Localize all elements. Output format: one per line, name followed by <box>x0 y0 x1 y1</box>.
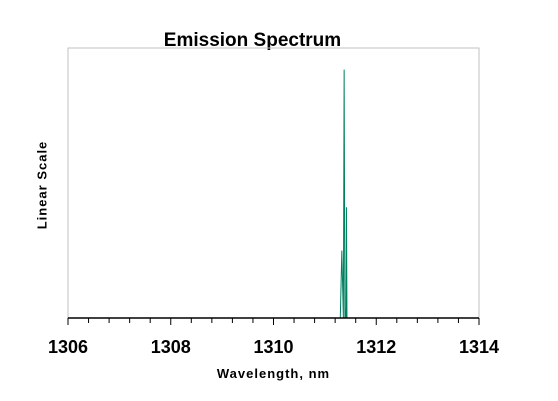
plot-area-frame <box>67 47 480 319</box>
x-tick-label: 1314 <box>459 337 499 357</box>
spectrum-line <box>170 69 428 319</box>
x-tick-label: 1308 <box>151 337 191 357</box>
x-tick-label: 1306 <box>48 337 88 357</box>
x-axis-ticks <box>67 318 480 325</box>
x-tick-label: 1312 <box>356 337 396 357</box>
x-axis-label: Wavelength, nm <box>216 366 331 381</box>
x-axis-tick-labels: 1306 1308 1310 1312 1314 <box>48 337 499 357</box>
x-tick-label: 1310 <box>253 337 293 357</box>
series-group <box>170 69 428 319</box>
chart-title: Emission Spectrum <box>163 30 342 51</box>
